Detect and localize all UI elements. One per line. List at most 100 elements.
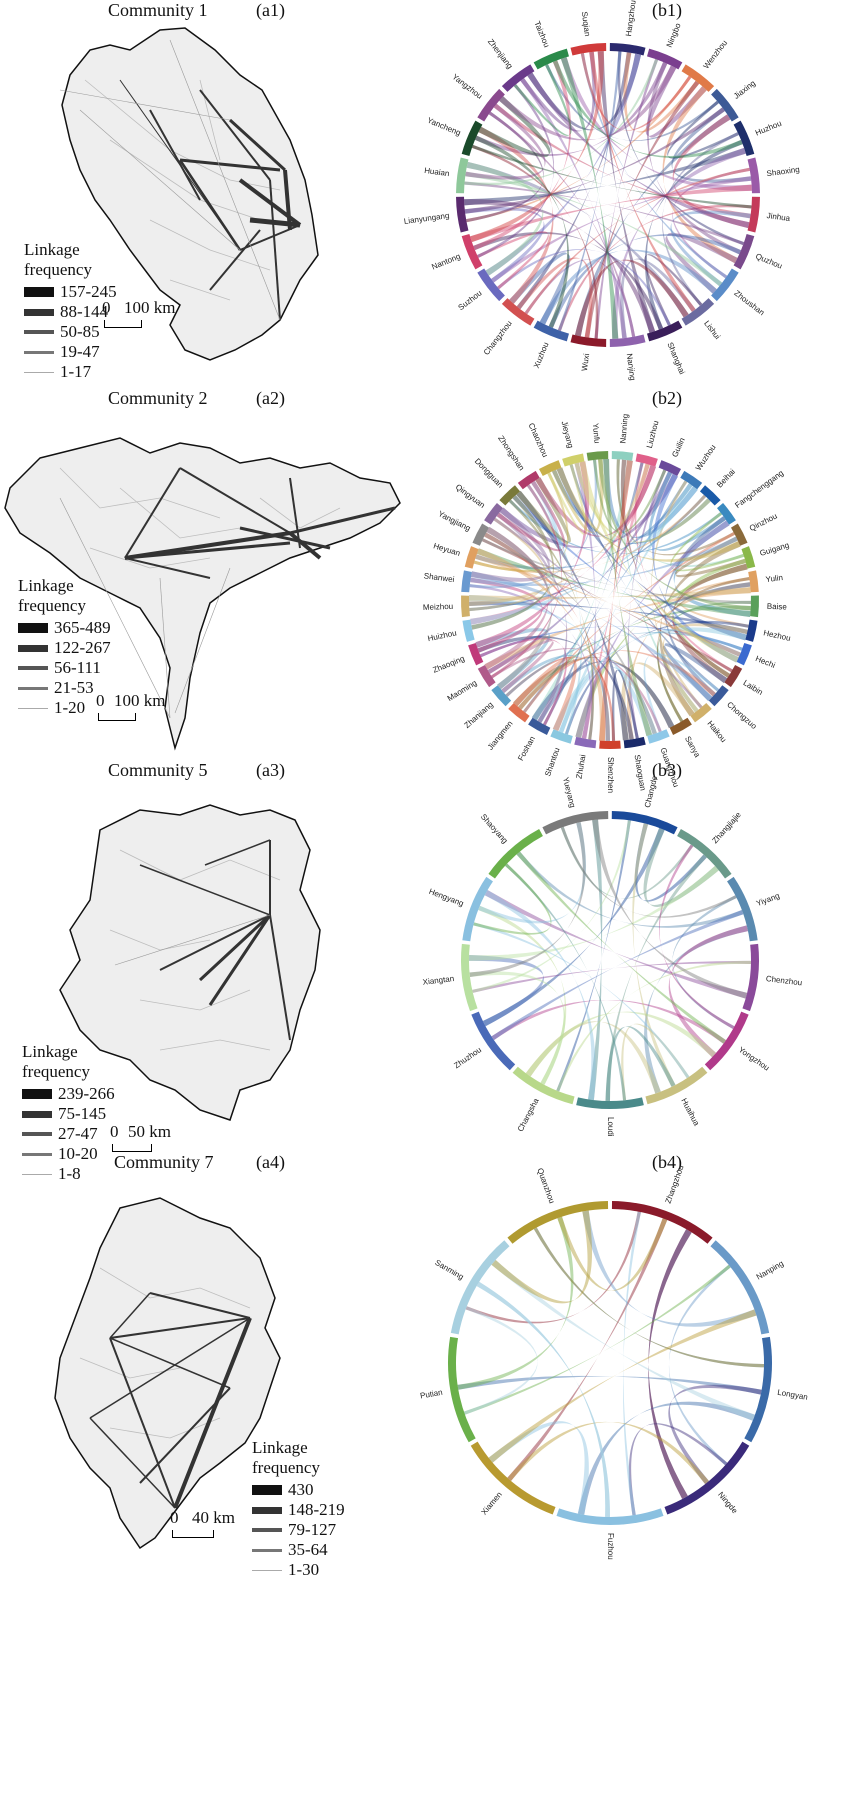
chord-arc [461, 570, 472, 593]
chord-ribbon [668, 1384, 762, 1485]
chord-arc [528, 717, 551, 735]
chord-arc [647, 320, 683, 342]
legend-row: 157-245 [24, 282, 117, 302]
links [89, 1292, 252, 1509]
chord-ribbon [476, 548, 606, 741]
chord-arc [741, 546, 756, 569]
city-label: Quzhou [754, 252, 783, 271]
scale-zero: 0 [170, 1508, 179, 1527]
legend-label: 10-20 [58, 1144, 98, 1163]
legend-row: 21-53 [18, 678, 111, 698]
network-map [54, 1197, 281, 1550]
chord-ribbon [507, 1421, 709, 1485]
region-outline [4, 437, 401, 751]
chord-arc [574, 736, 597, 749]
legend-label: 50-85 [60, 322, 100, 341]
chord-ribbon [475, 628, 551, 690]
legend-row: 1-17 [24, 362, 117, 382]
chord-ribbon [516, 477, 571, 545]
legend-row: 10-20 [22, 1144, 115, 1164]
chord-ribbon [558, 666, 657, 735]
chord-ribbon [463, 1306, 538, 1415]
chord-arc [677, 828, 732, 879]
chord-arc [717, 502, 736, 525]
chord-arc [669, 717, 692, 735]
legend-label: 148-219 [288, 1500, 345, 1519]
city-label: Jinhua [766, 211, 791, 223]
city-label: Shanghai [665, 341, 686, 376]
chord-ribbon [478, 905, 567, 1085]
chord-arc [645, 1066, 708, 1105]
legend-label: 56-111 [54, 658, 101, 677]
chord-ribbon [464, 147, 746, 206]
legend-label: 1-17 [60, 362, 92, 381]
city-label: Ningde [716, 1490, 740, 1516]
chord-ribbon [470, 507, 550, 582]
chord-ribbon [648, 1229, 692, 1500]
legend-label: 239-266 [58, 1084, 115, 1103]
chord-ribbon [646, 61, 742, 255]
city-label: Suqian [580, 11, 592, 37]
legend: Linkage frequency 157-245 88-144 50-85 1… [24, 240, 117, 382]
legend-row: 88-144 [24, 302, 117, 322]
chord-ribbon [648, 1229, 692, 1500]
legend-label: 88-144 [60, 302, 109, 321]
chord-arc [461, 120, 483, 156]
city-label: Jieyang [560, 420, 576, 449]
chord-ribbon [670, 512, 745, 572]
scale-bar: 0 100 km [102, 298, 176, 328]
scale-label: 100 km [124, 298, 176, 317]
city-label: Zhongshan [496, 434, 526, 472]
city-label: Zhanjiang [463, 700, 495, 730]
chord-arc [499, 485, 521, 506]
chord-arc [501, 64, 535, 92]
city-label: Zhuhai [575, 754, 588, 780]
city-label: Loudi [606, 1117, 615, 1137]
city-label: Qinzhou [748, 512, 779, 533]
scale-label: 100 km [114, 691, 166, 710]
chord-ribbon [535, 464, 657, 537]
chord-ribbon [522, 480, 688, 713]
city-label: Qingyuan [454, 482, 487, 510]
network-map [59, 804, 321, 1121]
chord-arc [664, 1441, 750, 1515]
chord-ribbon [539, 249, 717, 325]
city-label: Meizhou [423, 602, 454, 612]
chord-arc [576, 1097, 644, 1109]
chord-ribbon [668, 1264, 731, 1466]
city-label: Hangzhou [624, 0, 638, 37]
city-label: Nanjing [625, 353, 637, 381]
map-tag: (a1) [256, 0, 285, 20]
chord-ribbon [552, 60, 743, 159]
chord-ribbon [620, 258, 696, 339]
chord-arc [461, 943, 478, 1012]
city-label: Huizhou [427, 628, 458, 643]
city-label: Wuzhou [694, 443, 718, 472]
chord-tag: (b3) [652, 760, 682, 780]
chord-diagram: Zhangzhou Nanping Longyan Ningde Fuzhou Xiame… [419, 1164, 808, 1560]
city-label: Sanya [683, 735, 702, 760]
chord-arc [488, 828, 543, 879]
map-tag: (a2) [256, 388, 285, 408]
chord-ribbon [547, 464, 587, 535]
chord-arc [658, 460, 682, 477]
city-label: Jiangmen [486, 719, 515, 752]
chord-ribbon [645, 65, 707, 138]
city-label: Laibin [742, 678, 765, 697]
legend-title: Linkage [18, 576, 74, 595]
city-label: Hechi [754, 654, 777, 670]
chord-ribbon [484, 890, 596, 1101]
chord-ribbon [551, 459, 604, 533]
legend: Linkage frequency 239-266 75-145 27-47 1… [22, 1042, 115, 1184]
chord-ribbon [581, 463, 650, 739]
city-label: Yangjiang [437, 509, 472, 533]
chord-arc [468, 642, 484, 666]
chord-arc [570, 334, 607, 347]
city-label: Hengyang [428, 887, 465, 908]
chord-arc [710, 1240, 770, 1335]
city-label: Huzhou [754, 119, 783, 138]
chord-arc [748, 570, 759, 593]
chord-arc [730, 523, 748, 546]
map-tag: (a4) [256, 1152, 285, 1172]
